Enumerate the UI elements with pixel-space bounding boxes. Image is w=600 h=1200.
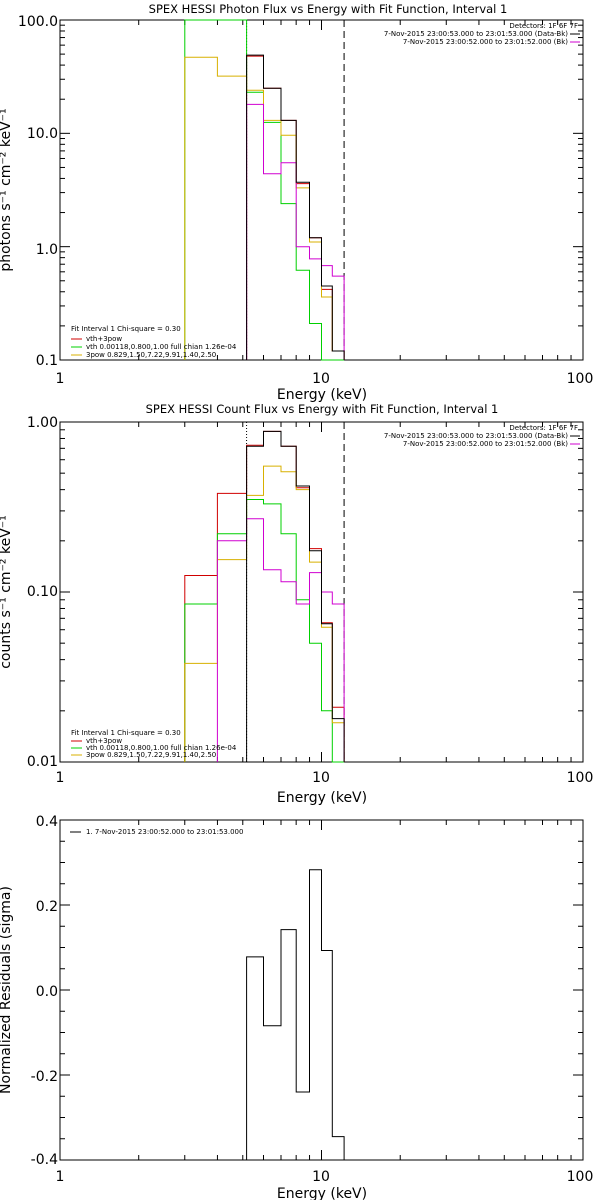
count-legend: Fit Interval 1 Chi-square = 0.30 vth+3po… <box>71 729 237 759</box>
count-series-black <box>246 430 345 762</box>
photon-plot-frame <box>59 19 584 361</box>
resid-xtick-label: 10 <box>312 1169 330 1185</box>
photon-header-detectors: Detectors: 1F 6F 7F <box>509 22 578 30</box>
count-xtick-label: 100 <box>567 770 594 786</box>
count-panel: SPEX HESSI Count Flux vs Energy with Fit… <box>0 402 593 806</box>
photon-title: SPEX HESSI Photon Flux vs Energy with Fi… <box>149 2 508 16</box>
resid-ytick-label: -0.2 <box>31 1069 58 1085</box>
resid-panel: 0.4 0.2 0.0 -0.2 -0.4 1 10 100 Energy (k… <box>0 814 593 1200</box>
count-legend-label: 3pow 0.829,1.50,7.22,9.91,1.40,2.50 <box>86 751 216 759</box>
photon-xtick-label: 10 <box>312 371 330 387</box>
photon-header-bk-interval: 7-Nov-2015 23:00:52.000 to 23:01:52.000 … <box>403 38 568 46</box>
count-ylabel: counts s⁻¹ cm⁻² keV⁻¹ <box>0 515 14 669</box>
photon-ytick-label: 10.0 <box>27 126 58 142</box>
count-ytick-label: 0.01 <box>27 754 58 770</box>
resid-xlabel: Energy (keV) <box>277 1186 367 1200</box>
count-xtick-label: 1 <box>56 770 65 786</box>
photon-legend: Fit Interval 1 Chi-square = 0.30 vth+3po… <box>71 325 237 359</box>
count-header-data-interval: 7-Nov-2015 23:00:53.000 to 23:01:53.000 … <box>384 432 568 440</box>
count-header-detectors: Detectors: 1F 6F 7F <box>509 424 578 432</box>
photon-ylabel: photons s⁻¹ cm⁻² keV⁻¹ <box>0 108 14 271</box>
count-series-yellow <box>184 465 345 762</box>
photon-xlabel: Energy (keV) <box>277 387 367 403</box>
count-ytick-label: 1.00 <box>27 415 58 431</box>
count-series-red <box>184 430 345 762</box>
resid-series <box>246 869 345 1160</box>
resid-ytick-label: 0.2 <box>36 899 58 915</box>
count-series-magenta <box>216 518 345 762</box>
photon-ticks <box>59 19 584 361</box>
photon-series-green <box>184 19 345 361</box>
photon-panel: SPEX HESSI Photon Flux vs Energy with Fi… <box>0 2 593 403</box>
count-legend-label: vth 0.00118,0.800,1.00 full chian 1.26e-… <box>86 744 237 752</box>
photon-legend-label: 3pow 0.829,1.50,7.22,9.91,1.40,2.50 <box>86 351 216 359</box>
photon-series-yellow <box>184 56 345 360</box>
resid-legend-label: 1. 7-Nov-2015 23:00:52.000 to 23:01:53.0… <box>86 828 243 836</box>
photon-ytick-label: 100.0 <box>18 14 58 30</box>
count-ticks <box>59 421 584 763</box>
count-header: Detectors: 1F 6F 7F 7-Nov-2015 23:00:53.… <box>384 424 580 448</box>
photon-header: Detectors: 1F 6F 7F 7-Nov-2015 23:00:53.… <box>384 22 580 46</box>
photon-ytick-label: 1.0 <box>36 242 58 258</box>
resid-xtick-label: 100 <box>567 1169 594 1185</box>
photon-legend-label: vth 0.00118,0.800,1.00 full chian 1.26e-… <box>86 343 237 351</box>
count-xlabel: Energy (keV) <box>277 790 367 806</box>
resid-ytick-label: 0.0 <box>36 984 58 1000</box>
photon-fit-title: Fit Interval 1 Chi-square = 0.30 <box>71 325 181 333</box>
resid-ylabel: Normalized Residuals (sigma) <box>0 886 14 1094</box>
photon-xtick-label: 1 <box>56 371 65 387</box>
count-series <box>184 422 345 763</box>
photon-ytick-label: 0.1 <box>36 353 58 369</box>
photon-series-red <box>246 55 345 360</box>
resid-xtick-label: 1 <box>56 1169 65 1185</box>
resid-legend: 1. 7-Nov-2015 23:00:52.000 to 23:01:53.0… <box>70 828 243 836</box>
resid-ytick-label: -0.4 <box>31 1152 58 1168</box>
count-series-green <box>184 499 345 763</box>
count-legend-label: vth+3pow <box>86 737 122 745</box>
count-fit-title: Fit Interval 1 Chi-square = 0.30 <box>71 729 181 737</box>
count-xtick-label: 10 <box>312 770 330 786</box>
photon-legend-label: vth+3pow <box>86 335 122 343</box>
photon-series <box>184 19 345 361</box>
count-header-bk-interval: 7-Nov-2015 23:00:52.000 to 23:01:52.000 … <box>403 440 568 448</box>
resid-series-black <box>246 869 345 1160</box>
photon-header-data-interval: 7-Nov-2015 23:00:53.000 to 23:01:53.000 … <box>384 30 568 38</box>
count-ytick-label: 0.10 <box>27 584 58 600</box>
resid-ticks <box>59 819 584 1161</box>
count-title: SPEX HESSI Count Flux vs Energy with Fit… <box>146 402 499 416</box>
resid-ytick-label: 0.4 <box>36 814 58 830</box>
photon-xtick-label: 100 <box>567 371 594 387</box>
photon-series-black <box>246 54 345 360</box>
photon-series-magenta <box>246 103 345 360</box>
